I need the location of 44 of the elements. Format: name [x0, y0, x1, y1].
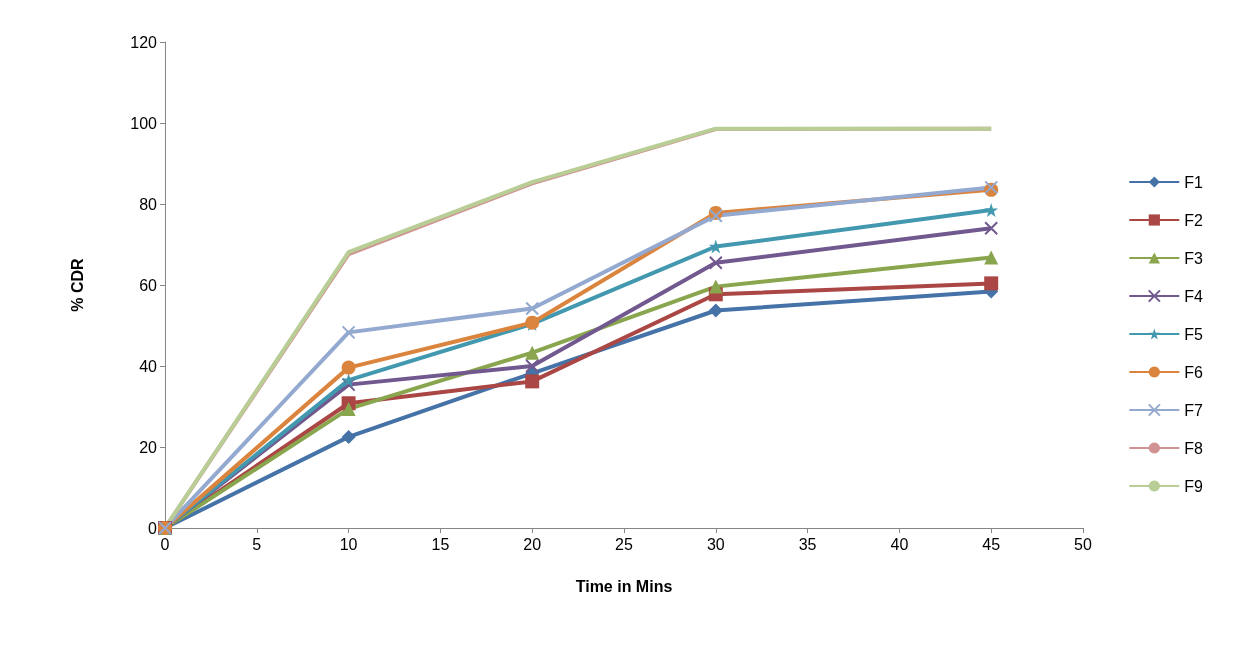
x-tick-label: 50: [1074, 535, 1092, 553]
point: [708, 303, 723, 318]
y-tick-label: 80: [139, 195, 158, 213]
y-tick-label: 20: [139, 438, 158, 456]
x-tick-label: 0: [160, 535, 170, 553]
x-tick-label: 40: [890, 535, 909, 553]
y-tick-label: 40: [139, 357, 158, 375]
legend-label: F2: [1184, 211, 1204, 229]
point: [708, 279, 723, 294]
x-tick-label: 25: [615, 535, 633, 553]
x-tick-label: 10: [339, 535, 358, 553]
y-tick-label: 120: [130, 33, 158, 51]
x-tick-label: 45: [982, 535, 1001, 553]
point: [708, 255, 723, 270]
point: [341, 429, 356, 444]
x-tick-label: 30: [706, 535, 725, 553]
point: [525, 374, 540, 389]
y-tick-label: 0: [148, 519, 158, 537]
point: [984, 276, 999, 291]
y-tick-label: 60: [139, 276, 158, 294]
legend-label: F6: [1184, 363, 1204, 381]
point: [525, 301, 540, 316]
x-tick-label: 20: [523, 535, 542, 553]
x-tick-label: 35: [798, 535, 817, 553]
legend-label: F5: [1184, 325, 1204, 343]
point: [984, 221, 999, 236]
legend-label: F7: [1184, 401, 1204, 419]
x-tick-label: 15: [431, 535, 450, 553]
legend-label: F1: [1184, 173, 1204, 191]
point: [341, 360, 356, 375]
point: [984, 203, 999, 218]
legend-label: F9: [1184, 477, 1204, 495]
point: [525, 345, 540, 360]
y-axis-title: % CDR: [68, 257, 86, 312]
legend-label: F8: [1184, 439, 1204, 457]
point: [525, 359, 540, 373]
x-tick-label: 5: [252, 535, 262, 553]
legend-label: F4: [1184, 287, 1204, 305]
point: [341, 373, 356, 388]
legend-label: F3: [1184, 249, 1204, 267]
point: [341, 401, 356, 416]
point: [984, 250, 999, 265]
y-tick-label: 100: [130, 114, 158, 132]
x-axis-title: Time in Mins: [575, 577, 673, 595]
